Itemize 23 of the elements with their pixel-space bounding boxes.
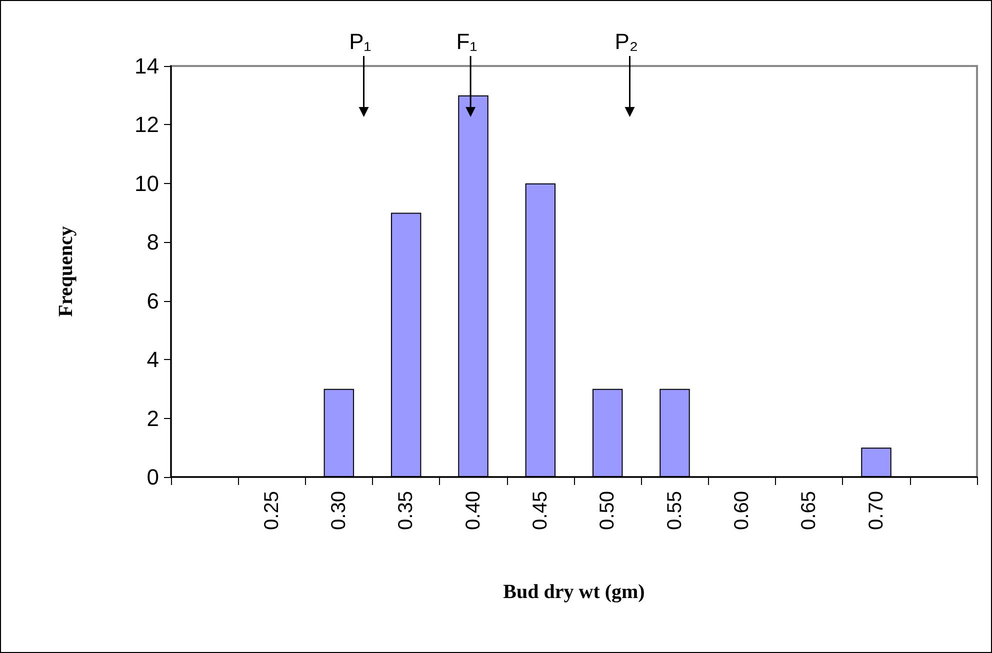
y-tick-label: 12 — [134, 112, 159, 138]
y-tick-label: 14 — [134, 54, 159, 78]
y-axis-title: Frequency — [55, 226, 77, 317]
x-tick-label: 0.55 — [664, 491, 686, 530]
y-tick-label: 10 — [134, 170, 159, 196]
x-tick-label: 0.25 — [260, 491, 283, 530]
x-tick-label: 0.40 — [462, 491, 484, 530]
y-tick-label: 2 — [146, 406, 159, 431]
y-tick-label: 6 — [146, 288, 159, 314]
x-tick-label: 0.45 — [529, 491, 552, 530]
x-tick-label: 0.35 — [395, 491, 418, 530]
x-tick-label: 0.50 — [596, 491, 619, 530]
text: F₁ — [456, 29, 478, 55]
text: P₁ — [349, 29, 372, 55]
x-tick-label: 0.60 — [730, 491, 753, 530]
y-tick-label: 8 — [146, 230, 159, 255]
x-tick-label: 0.65 — [798, 491, 820, 530]
x-axis-title: Bud dry wt (gm) — [503, 581, 645, 603]
text: P₂ — [614, 29, 638, 55]
y-tick-label: 4 — [146, 347, 159, 372]
y-tick-label: 0 — [146, 464, 159, 490]
x-tick-label: 0.70 — [865, 491, 888, 530]
x-tick-label: 0.30 — [328, 491, 350, 530]
